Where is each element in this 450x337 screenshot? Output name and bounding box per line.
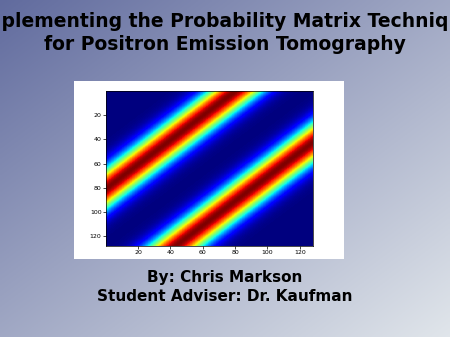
Text: By: Chris Markson
Student Adviser: Dr. Kaufman: By: Chris Markson Student Adviser: Dr. K… [97, 270, 353, 304]
Text: Implementing the Probability Matrix Technique
for Positron Emission Tomography: Implementing the Probability Matrix Tech… [0, 12, 450, 54]
